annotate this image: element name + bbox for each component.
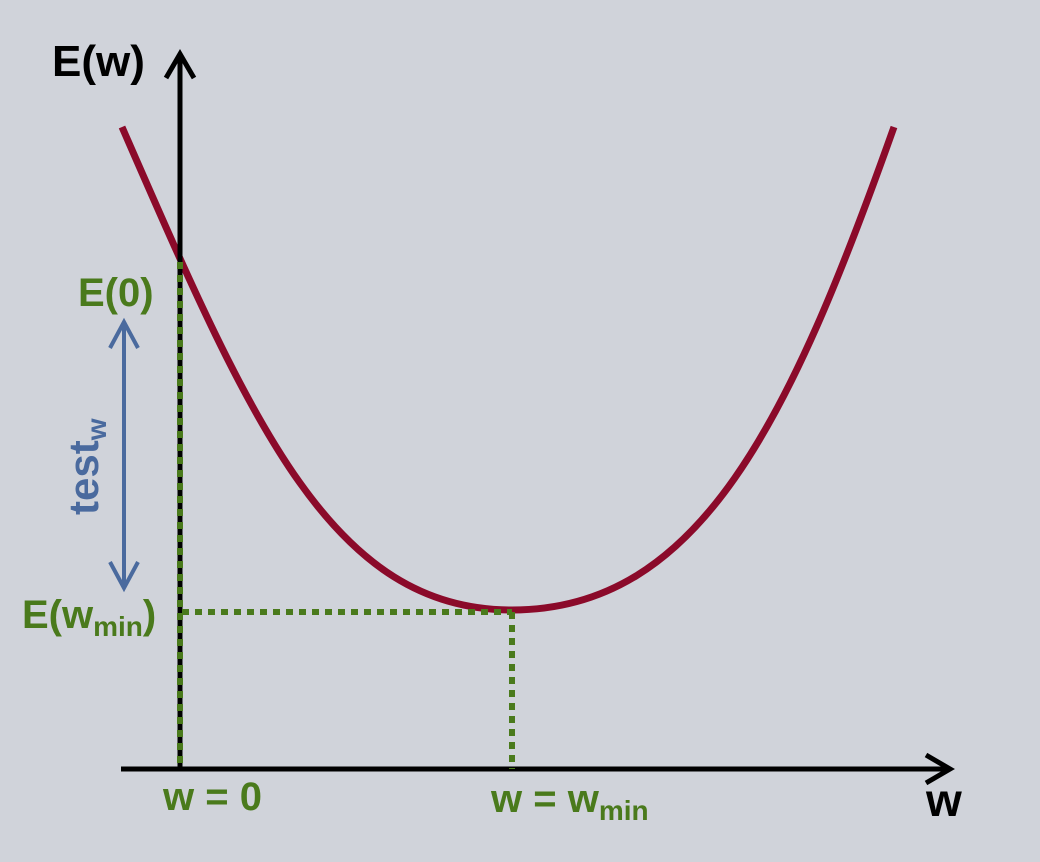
y-axis-label: E(w) (52, 37, 145, 86)
wmin-label: w = wmin (490, 777, 649, 826)
y-axis-arrowhead (163, 49, 197, 80)
energy-curve (118, 125, 898, 614)
wmin-subscript: min (599, 795, 649, 826)
test-label: testw (60, 418, 112, 515)
e0-label: E(0) (78, 271, 154, 315)
x-axis-label: w (925, 774, 962, 826)
ewmin-subscript: min (93, 611, 143, 642)
w0-label: w = 0 (162, 775, 262, 819)
test-arrowhead-bottom (108, 561, 140, 593)
test-arrowhead-top (108, 317, 140, 349)
ewmin-label: E(wmin) (22, 593, 156, 642)
test-subscript: w (81, 418, 112, 441)
x-axis-arrowhead (924, 752, 955, 786)
